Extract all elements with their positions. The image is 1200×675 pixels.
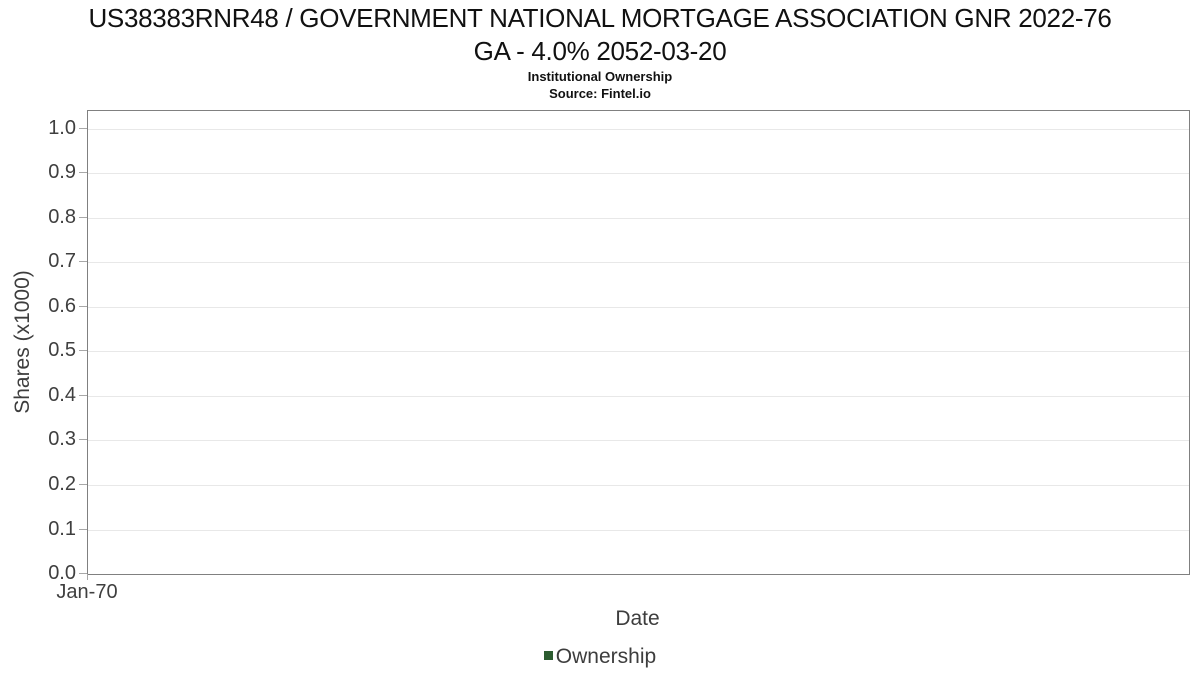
chart-title: US38383RNR48 / GOVERNMENT NATIONAL MORTG… [0, 2, 1200, 68]
y-axis-tick-label: 0.2 [48, 473, 76, 495]
y-axis-tick-label: 0.6 [48, 294, 76, 317]
chart-subtitle: Institutional Ownership [527, 69, 673, 84]
gridline [88, 217, 1189, 219]
y-axis-tick-mark [79, 216, 87, 218]
y-axis-tick-mark [79, 484, 87, 485]
y-axis-tick-mark [79, 305, 87, 307]
y-axis-tick-label: 0.8 [48, 205, 76, 228]
y-axis-tick-label: 0.0 [48, 562, 76, 584]
plot-area [87, 110, 1190, 575]
y-axis-tick-label: 0.9 [48, 161, 76, 184]
y-axis-tick-mark [79, 573, 87, 574]
gridline [88, 128, 1189, 130]
y-axis-tick-label: 0.1 [48, 517, 76, 540]
gridline [88, 440, 1189, 442]
y-axis-tick-mark [79, 261, 87, 263]
chart-title-line2: GA - 4.0% 2052-03-20 [473, 36, 727, 66]
gridline [88, 529, 1189, 531]
y-axis-tick-label: 1.0 [48, 116, 76, 139]
gridline [88, 395, 1189, 397]
chart-title-line1: US38383RNR48 / GOVERNMENT NATIONAL MORTG… [88, 3, 1112, 33]
y-axis-tick-mark [79, 394, 87, 396]
y-axis-tick-mark [79, 439, 87, 441]
y-axis-tick-mark [79, 350, 87, 352]
y-axis-tick-mark [79, 127, 87, 129]
chart-source: Source: Fintel.io [549, 86, 651, 101]
x-axis-tick-label: Jan-70 [56, 581, 118, 603]
legend-label-ownership: Ownership [555, 645, 657, 668]
gridline [88, 173, 1189, 175]
gridline [88, 485, 1189, 486]
y-axis-tick-label: 0.4 [48, 383, 76, 406]
legend: Ownership [0, 645, 1200, 669]
x-axis-tick-mark [87, 574, 88, 580]
y-axis-tick-mark [79, 172, 87, 174]
y-axis-tick-label: 0.5 [48, 339, 76, 362]
gridline [88, 262, 1189, 264]
y-axis-tick-mark [79, 528, 87, 530]
legend-swatch-ownership [543, 651, 553, 661]
gridline [88, 351, 1189, 353]
y-axis-tick-label: 0.7 [48, 250, 76, 273]
x-axis-title: Date [615, 607, 660, 630]
gridline [88, 306, 1189, 308]
y-axis-tick-label: 0.3 [48, 428, 76, 451]
